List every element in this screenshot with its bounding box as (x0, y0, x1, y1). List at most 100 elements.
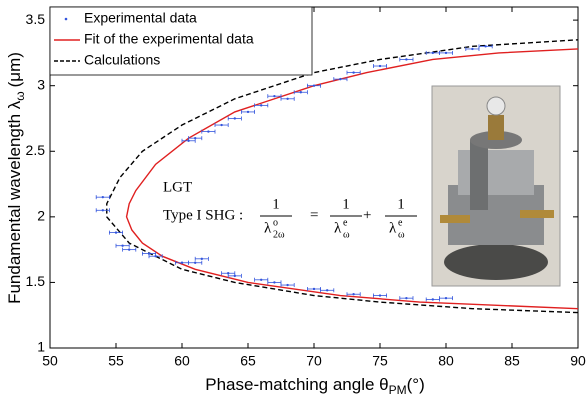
data-point (333, 77, 348, 82)
data-point (478, 44, 493, 49)
point (312, 84, 316, 87)
data-point (188, 260, 203, 265)
data-point (214, 123, 229, 128)
point (207, 130, 210, 133)
x-tick-label: 70 (306, 353, 322, 369)
point (405, 58, 408, 61)
point (154, 254, 157, 258)
frac-den: λ (264, 220, 272, 236)
x-tick-label: 90 (570, 353, 586, 369)
frac-sup: e (343, 217, 348, 228)
curve (125, 48, 579, 310)
legend-label: Calculations (84, 52, 160, 68)
point (260, 104, 263, 107)
frac-num: 1 (397, 196, 405, 212)
data-point (227, 273, 242, 278)
legend-box (49, 6, 313, 76)
data-point (346, 70, 361, 75)
legend-marker (64, 17, 68, 21)
data-point (372, 293, 388, 298)
data-point (141, 251, 157, 256)
point (431, 51, 434, 55)
point (233, 117, 236, 120)
point (484, 45, 487, 48)
point (431, 298, 434, 301)
y-axis-label: Fundamental wavelength λω (μm) (5, 52, 27, 304)
point (147, 252, 151, 255)
data-point (95, 195, 110, 200)
x-tick-label: 55 (108, 353, 124, 369)
data-point (399, 57, 414, 62)
y-tick-label: 1.5 (26, 273, 46, 289)
point (260, 278, 263, 281)
point (326, 289, 329, 292)
x-label-suffix: (°) (407, 375, 425, 394)
point (273, 94, 276, 98)
point (352, 293, 355, 296)
frac-num: 1 (272, 196, 280, 212)
point (114, 231, 118, 234)
point (227, 272, 230, 275)
frac-sup: e (398, 217, 403, 228)
point (194, 261, 197, 264)
y-tick-label: 2.5 (26, 142, 46, 158)
point (299, 91, 302, 94)
x-tick-label: 80 (438, 353, 454, 369)
annotation-line: Type I SHG : (163, 207, 243, 223)
photo-inset (431, 85, 561, 287)
data-point (306, 83, 322, 88)
frac-sub: 2ω (273, 229, 285, 240)
point (180, 261, 184, 264)
point (220, 123, 223, 127)
data-point (201, 129, 216, 134)
data-point (280, 96, 295, 101)
data-point (122, 247, 137, 252)
point (273, 281, 276, 284)
point (187, 139, 190, 142)
y-tick-label: 2 (37, 208, 45, 224)
data-point (194, 256, 209, 261)
point (378, 294, 382, 297)
data-point (240, 109, 256, 114)
frac-sub: ω (398, 229, 405, 240)
x-tick-label: 50 (42, 353, 58, 369)
y-label-sub: ω (13, 91, 27, 100)
legend-label: Experimental data (84, 10, 197, 26)
point (352, 71, 355, 74)
point (405, 296, 408, 300)
x-tick-label: 60 (174, 353, 190, 369)
data-point (109, 230, 123, 235)
data-point (148, 254, 163, 259)
frac-den: λ (334, 220, 342, 236)
point (286, 283, 289, 287)
point (444, 51, 448, 55)
point (121, 244, 124, 247)
x-tick-label: 75 (372, 353, 388, 369)
legend-label: Fit of the experimental data (84, 31, 254, 47)
curve (106, 39, 579, 314)
x-label-text: Phase-matching angle θ (205, 375, 388, 394)
point (312, 287, 316, 291)
point (233, 274, 236, 278)
data-point (115, 243, 130, 248)
data-point (399, 296, 414, 301)
data-point (438, 296, 454, 301)
point (286, 97, 289, 101)
point (101, 209, 105, 212)
data-point (181, 138, 196, 143)
data-point (254, 103, 269, 108)
data-point (188, 136, 203, 141)
point (444, 296, 448, 300)
point (194, 136, 197, 140)
data-point (346, 292, 361, 297)
operator: = (310, 207, 318, 223)
point (200, 257, 203, 261)
y-tick-label: 3 (37, 76, 45, 92)
x-label-sub: PM (389, 383, 407, 397)
data-point (221, 271, 236, 276)
data-point (280, 283, 295, 288)
data-point (320, 288, 335, 293)
